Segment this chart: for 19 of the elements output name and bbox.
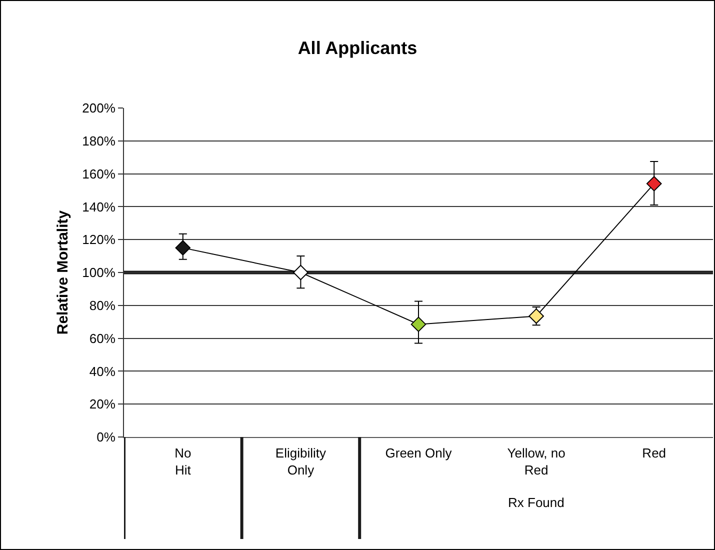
y-tick-label: 80% bbox=[89, 298, 116, 313]
y-tick-label: 40% bbox=[89, 364, 116, 379]
y-tick-label: 180% bbox=[82, 133, 116, 148]
y-tick-label: 160% bbox=[82, 166, 116, 182]
x-tick-label: Eligibility Only bbox=[275, 446, 326, 478]
x-tick-label: No Hit bbox=[174, 446, 192, 478]
x-tick-label: Green Only bbox=[385, 446, 452, 461]
y-tick-label: 100% bbox=[82, 265, 116, 280]
y-tick-label: 200% bbox=[82, 100, 116, 116]
text: Rx Found bbox=[508, 495, 564, 510]
y-tick-label: 0% bbox=[96, 430, 116, 445]
chart-title: All Applicants bbox=[298, 38, 418, 58]
y-axis-title: Relative Mortality bbox=[54, 210, 72, 335]
y-tick-label: 140% bbox=[82, 199, 116, 214]
x-tick-label: Yellow, no Red bbox=[507, 446, 566, 478]
y-tick-label: 120% bbox=[82, 232, 116, 248]
x-tick-label: Red bbox=[642, 446, 666, 461]
y-tick-label: 60% bbox=[89, 330, 116, 346]
y-tick-label: 20% bbox=[89, 396, 116, 412]
